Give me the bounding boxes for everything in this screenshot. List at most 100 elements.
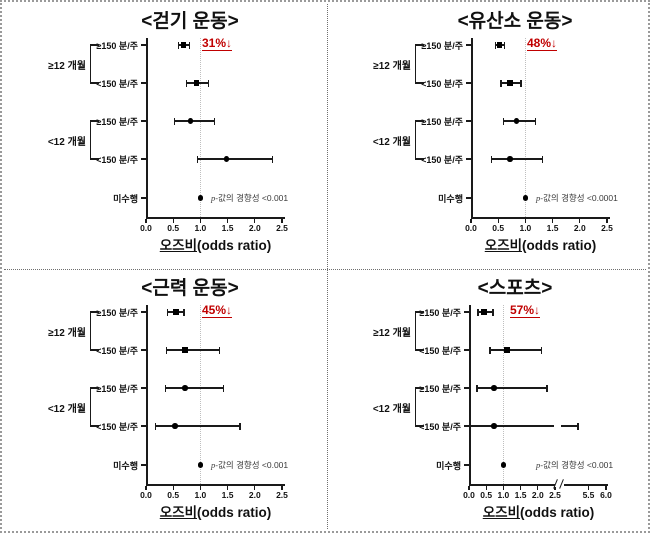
error-bar-cap [489, 346, 491, 354]
row-label: <150 분/주 [419, 421, 461, 432]
marker-circle [182, 385, 188, 391]
row-label: 미수행 [436, 460, 461, 471]
y-tick [466, 158, 471, 160]
marker-circle [223, 156, 230, 162]
y-tick [141, 44, 146, 46]
error-bar-cap [503, 41, 505, 49]
x-axis-label-ko: 오즈비 [159, 238, 197, 253]
error-bar-cap [197, 155, 199, 163]
row-label: 미수행 [113, 193, 138, 204]
x-tick-label: 2.0 [248, 490, 261, 500]
p-trend-label: p-값의 경향성 <0.0001 [536, 192, 618, 204]
error-bar-cap [520, 79, 522, 87]
p-trend-label: p-값의 경향성 <0.001 [211, 459, 288, 471]
error-bar-cap [491, 155, 493, 163]
p-trend-label: p-값의 경향성 <0.001 [536, 459, 613, 471]
y-axis-line [146, 305, 148, 486]
x-axis-label-ko: 오즈비 [159, 505, 197, 520]
row-label: ≥150 분/주 [421, 40, 463, 51]
x-tick [227, 485, 229, 490]
marker-square [182, 347, 188, 353]
x-tick [172, 218, 174, 223]
group-label: ≥12 개월 [373, 61, 411, 72]
group-bracket [415, 311, 417, 351]
x-axis-line [469, 484, 608, 486]
error-bar [503, 120, 536, 122]
y-tick [464, 349, 469, 351]
y-tick [141, 197, 146, 199]
error-bar-cap [164, 384, 167, 392]
group-label: <12 개월 [47, 137, 86, 148]
group-label: <12 개월 [47, 404, 86, 415]
error-bar-cap [173, 117, 175, 125]
marker-square [180, 42, 187, 48]
y-tick [466, 44, 471, 46]
group-bracket [415, 120, 424, 122]
y-tick [141, 387, 146, 389]
x-tick [606, 218, 608, 223]
x-axis-line [146, 217, 285, 219]
row-label: 미수행 [438, 193, 463, 204]
y-tick [141, 311, 146, 313]
group-bracket [415, 44, 424, 46]
x-tick [524, 218, 526, 223]
row-label: <150 분/주 [419, 345, 461, 356]
group-bracket [90, 311, 99, 313]
x-tick [497, 218, 499, 223]
x-tick [199, 485, 201, 490]
error-bar-cap [535, 117, 537, 125]
x-tick [468, 485, 470, 490]
x-tick [145, 218, 147, 223]
group-bracket [415, 349, 424, 351]
marker-circle [172, 423, 178, 429]
x-tick-label: 2.0 [531, 490, 544, 500]
p-trend-label: p-값의 경향성 <0.001 [211, 192, 288, 204]
marker-circle [507, 156, 513, 162]
group-label: <12 개월 [372, 404, 411, 415]
x-tick [470, 218, 472, 223]
x-tick [281, 218, 283, 223]
y-tick [464, 387, 469, 389]
panel-walking: <걷기 운동> 0.0 0.5 1.0 1.5 2.0 2.5 ≥150 분/주 <150 분/… [2, 2, 327, 268]
error-bar-cap [271, 155, 273, 163]
panel-strength: <근력 운동> 0.0 0.5 1.0 1.5 2.0 2.5 ≥150 분/주 <150 분/… [2, 269, 327, 531]
error-bar-cap [541, 155, 543, 163]
or-annotation: 31%↓ [202, 36, 233, 51]
x-tick-label: 1.5 [514, 490, 527, 500]
error-bar [174, 120, 215, 122]
error-bar-cap [177, 41, 180, 49]
row-label: <150 분/주 [421, 78, 463, 89]
x-tick-label: 1.5 [221, 223, 234, 233]
x-tick [254, 218, 256, 223]
marker-circle [197, 462, 204, 468]
group-bracket [415, 425, 424, 427]
ref-line [502, 305, 504, 484]
x-tick [537, 485, 539, 490]
group-label: ≥12 개월 [48, 328, 86, 339]
y-axis-line [469, 305, 471, 486]
x-tick [227, 218, 229, 223]
x-tick [587, 485, 590, 490]
marker-square [173, 309, 179, 315]
error-bar-cap [166, 346, 168, 354]
group-bracket [90, 387, 92, 427]
or-annotation: 57%↓ [510, 303, 541, 318]
ref-line [524, 38, 526, 217]
y-tick [466, 197, 471, 199]
x-tick-label: 0.5 [167, 490, 180, 500]
x-tick-label: 2.5 [549, 490, 561, 500]
row-label: <150 분/주 [96, 421, 138, 432]
error-bar-cap [167, 308, 169, 316]
x-axis-label-ko: 오즈비 [482, 505, 520, 520]
x-tick [254, 485, 256, 490]
row-label: <150 분/주 [421, 154, 463, 165]
x-tick-label: 2.0 [248, 223, 261, 233]
x-tick-label: 0.0 [140, 490, 152, 500]
y-tick [141, 349, 146, 351]
group-bracket [90, 44, 99, 46]
error-bar-cap [477, 308, 479, 316]
row-label: ≥150 분/주 [419, 383, 461, 394]
x-axis-label-en: (odds ratio) [197, 505, 272, 520]
y-tick [466, 82, 471, 84]
